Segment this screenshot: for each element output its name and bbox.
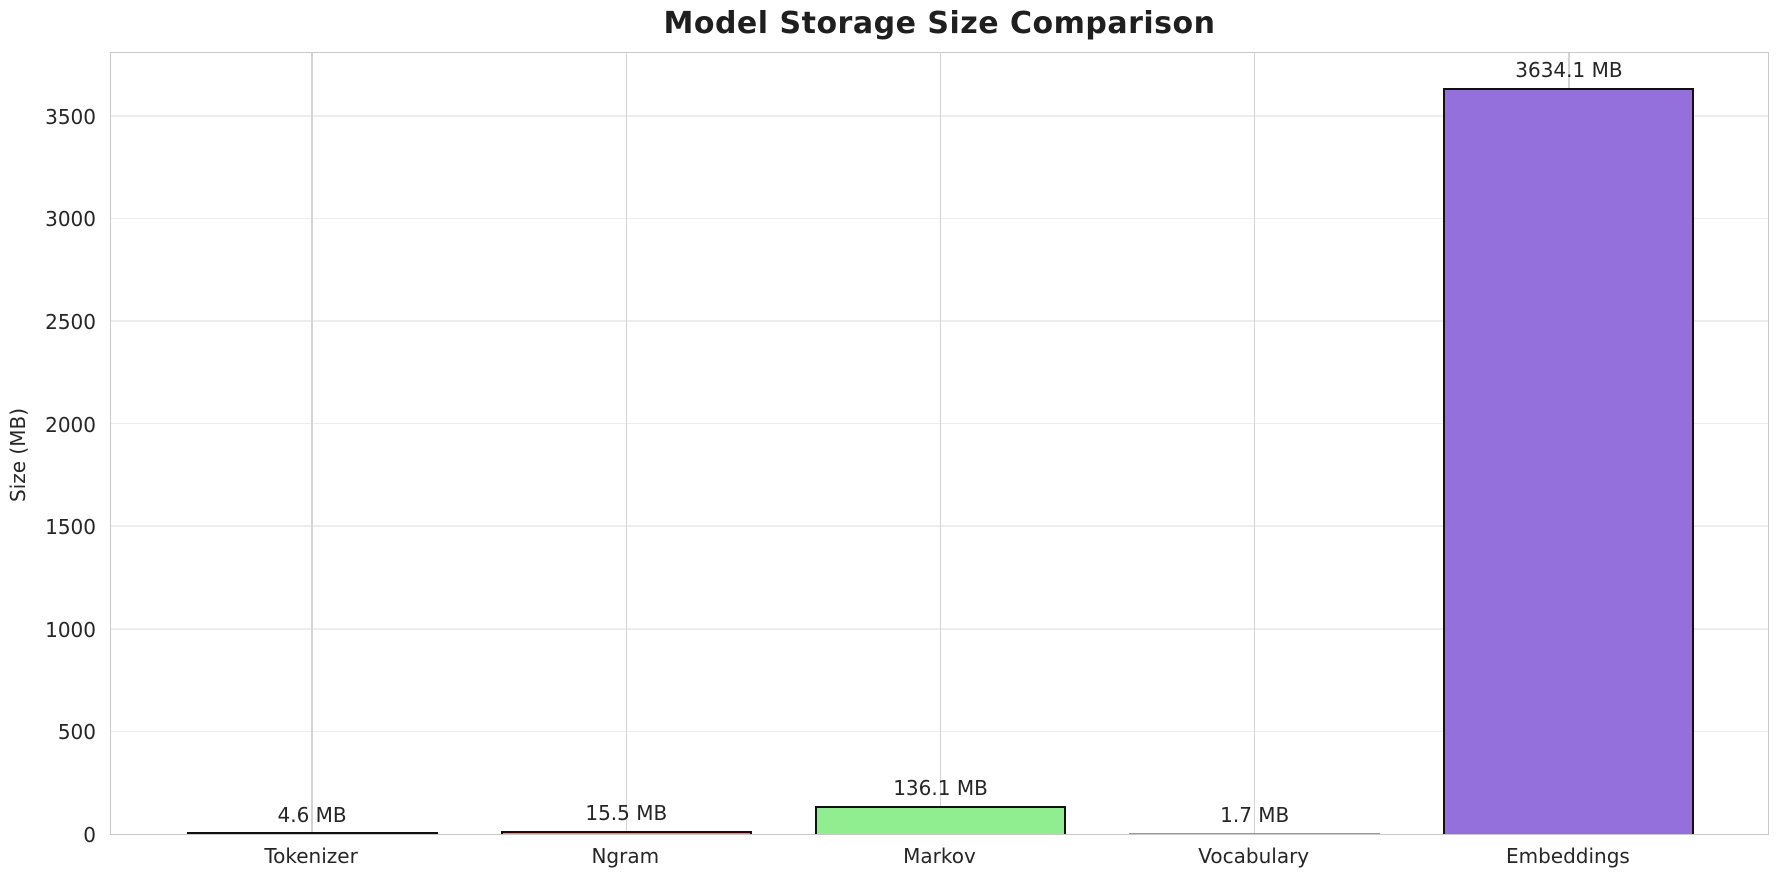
horizontal-gridline (111, 628, 1768, 630)
bar-embeddings (1443, 88, 1694, 834)
x-tick-label-markov: Markov (903, 844, 976, 868)
bar-vocabulary (1129, 833, 1380, 834)
y-tick-label: 500 (57, 720, 96, 745)
bar-tokenizer (187, 832, 438, 834)
bar-markov (815, 806, 1066, 834)
y-tick-label: 1500 (45, 515, 96, 540)
y-tick-label: 3000 (45, 207, 96, 232)
x-tick-label-tokenizer: Tokenizer (264, 844, 358, 868)
x-tick-label-ngram: Ngram (591, 844, 660, 868)
bar-value-label: 3634.1 MB (1515, 58, 1623, 82)
x-tick-label-vocabulary: Vocabulary (1198, 844, 1310, 868)
x-tick-label-embeddings: Embeddings (1505, 844, 1630, 868)
horizontal-gridline (111, 115, 1768, 117)
y-tick-label: 3500 (45, 104, 96, 129)
vertical-gridline (311, 53, 313, 834)
y-tick-label: 2000 (45, 412, 96, 437)
bar-value-label: 4.6 MB (277, 803, 347, 827)
vertical-gridline (1253, 53, 1256, 834)
chart-title: Model Storage Size Comparison (663, 6, 1216, 41)
horizontal-gridline (111, 320, 1768, 322)
y-tick-label: 1000 (45, 617, 96, 642)
horizontal-gridline (111, 525, 1768, 527)
plot-area: 4.6 MB 15.5 MB 136.1 MB 1.7 MB 3634.1 MB (110, 52, 1769, 835)
y-axis-label: Size (MB) (6, 408, 30, 502)
horizontal-gridline (111, 422, 1768, 425)
bar-value-label: 136.1 MB (893, 776, 988, 800)
bar-ngram (501, 831, 752, 834)
horizontal-gridline (111, 730, 1768, 733)
vertical-gridline (625, 53, 628, 834)
vertical-gridline (939, 53, 942, 834)
y-tick-label: 2500 (45, 310, 96, 335)
y-tick-label: 0 (83, 823, 96, 847)
bar-value-label: 1.7 MB (1220, 803, 1290, 827)
horizontal-gridline (111, 217, 1768, 220)
bar-value-label: 15.5 MB (585, 801, 668, 825)
